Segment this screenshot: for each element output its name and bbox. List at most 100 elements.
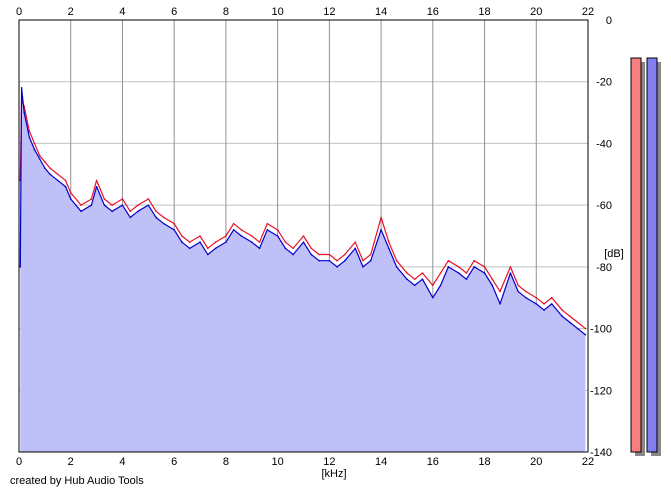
plot-frame: [18, 19, 589, 453]
data-point: [302, 241, 305, 243]
data-point: [561, 309, 563, 311]
data-point: [64, 185, 67, 188]
data-point: [362, 259, 364, 262]
data-point: [240, 235, 243, 237]
x-tick-label-bottom: 14: [375, 456, 387, 468]
x-tick-label-bottom: 2: [68, 456, 74, 468]
data-point: [181, 241, 183, 243]
data-point: [499, 303, 501, 305]
data-point: [535, 303, 538, 305]
data-point: [525, 296, 527, 299]
data-point: [284, 247, 287, 250]
data-point: [509, 266, 512, 268]
data-point: [457, 272, 460, 274]
data-point: [550, 303, 553, 305]
data-point: [121, 204, 124, 206]
data-point: [163, 216, 165, 219]
data-point: [328, 253, 331, 256]
x-tick-label-bottom: 22: [582, 456, 594, 468]
spectrum-area: [20, 87, 586, 452]
data-point: [250, 241, 253, 243]
x-tick-labels-bottom: 0 2 4 6 8 10 12 14 16 18 20 22: [16, 456, 594, 468]
data-point: [310, 247, 313, 250]
data-point: [336, 259, 338, 262]
data-point: [258, 241, 261, 243]
data-point: [369, 259, 372, 262]
data-point: [543, 309, 545, 311]
data-point: [103, 198, 106, 200]
data-point: [483, 266, 486, 268]
data-point: [380, 229, 382, 231]
data-point: [447, 266, 450, 268]
x-tick-label-bottom: 20: [530, 456, 542, 468]
data-point: [292, 247, 294, 250]
x-tick-label-top: 4: [119, 6, 125, 18]
data-point: [284, 241, 287, 243]
x-tick-label-top: 12: [323, 6, 335, 18]
data-point: [80, 204, 82, 206]
data-point: [20, 87, 23, 89]
data-point: [576, 321, 579, 324]
data-point: [491, 284, 494, 287]
data-point: [258, 247, 261, 250]
data-point: [584, 333, 587, 336]
data-point: [517, 290, 519, 293]
data-point: [69, 192, 72, 194]
data-point: [199, 235, 201, 237]
data-point: [509, 272, 512, 274]
data-point: [173, 229, 175, 231]
data-point: [569, 315, 571, 318]
data-point: [44, 161, 46, 163]
data-point: [207, 247, 209, 250]
data-point: [95, 185, 98, 188]
data-point: [318, 259, 320, 262]
x-tick-label-bottom: 18: [478, 456, 490, 468]
data-point: [406, 272, 408, 274]
data-point: [121, 198, 124, 200]
data-point: [188, 241, 191, 243]
data-point: [64, 179, 67, 182]
data-point: [266, 222, 269, 225]
data-point: [214, 247, 217, 250]
data-point: [276, 235, 279, 237]
data-point: [432, 296, 434, 299]
data-point: [421, 272, 424, 274]
data-point: [535, 296, 538, 299]
x-tick-label-top: 6: [171, 6, 177, 18]
x-tick-label-bottom: 6: [171, 456, 177, 468]
data-point: [19, 266, 22, 268]
data-point: [225, 235, 227, 237]
data-point: [369, 253, 372, 256]
y-tick-label: -80: [596, 262, 612, 274]
spectrum-series: [19, 87, 587, 336]
data-point: [266, 229, 269, 231]
data-point: [406, 278, 408, 281]
data-point: [499, 290, 501, 293]
x-tick-label-top: 2: [68, 6, 74, 18]
data-point: [447, 259, 450, 262]
credit-text: created by Hub Audio Tools: [10, 475, 144, 487]
data-point: [336, 266, 338, 268]
data-point: [38, 158, 41, 160]
data-point: [214, 241, 217, 243]
data-point: [163, 222, 165, 225]
data-point: [111, 204, 113, 206]
data-point: [250, 235, 253, 237]
data-point: [44, 167, 46, 169]
y-tick-label: 0: [606, 15, 612, 27]
y-tick-label: -20: [596, 77, 612, 89]
data-point: [90, 198, 93, 200]
x-tick-label-top: 10: [272, 6, 284, 18]
data-point: [155, 210, 157, 213]
data-point: [310, 253, 313, 256]
data-point: [354, 241, 357, 243]
data-point: [56, 179, 59, 182]
x-tick-label-top: 20: [530, 6, 542, 18]
x-tick-label-bottom: 16: [427, 456, 439, 468]
y-axis-label: [dB]: [604, 248, 624, 260]
data-point: [569, 321, 571, 324]
data-point: [318, 253, 320, 256]
spectrum-fill: [20, 87, 586, 452]
data-point: [103, 204, 106, 206]
